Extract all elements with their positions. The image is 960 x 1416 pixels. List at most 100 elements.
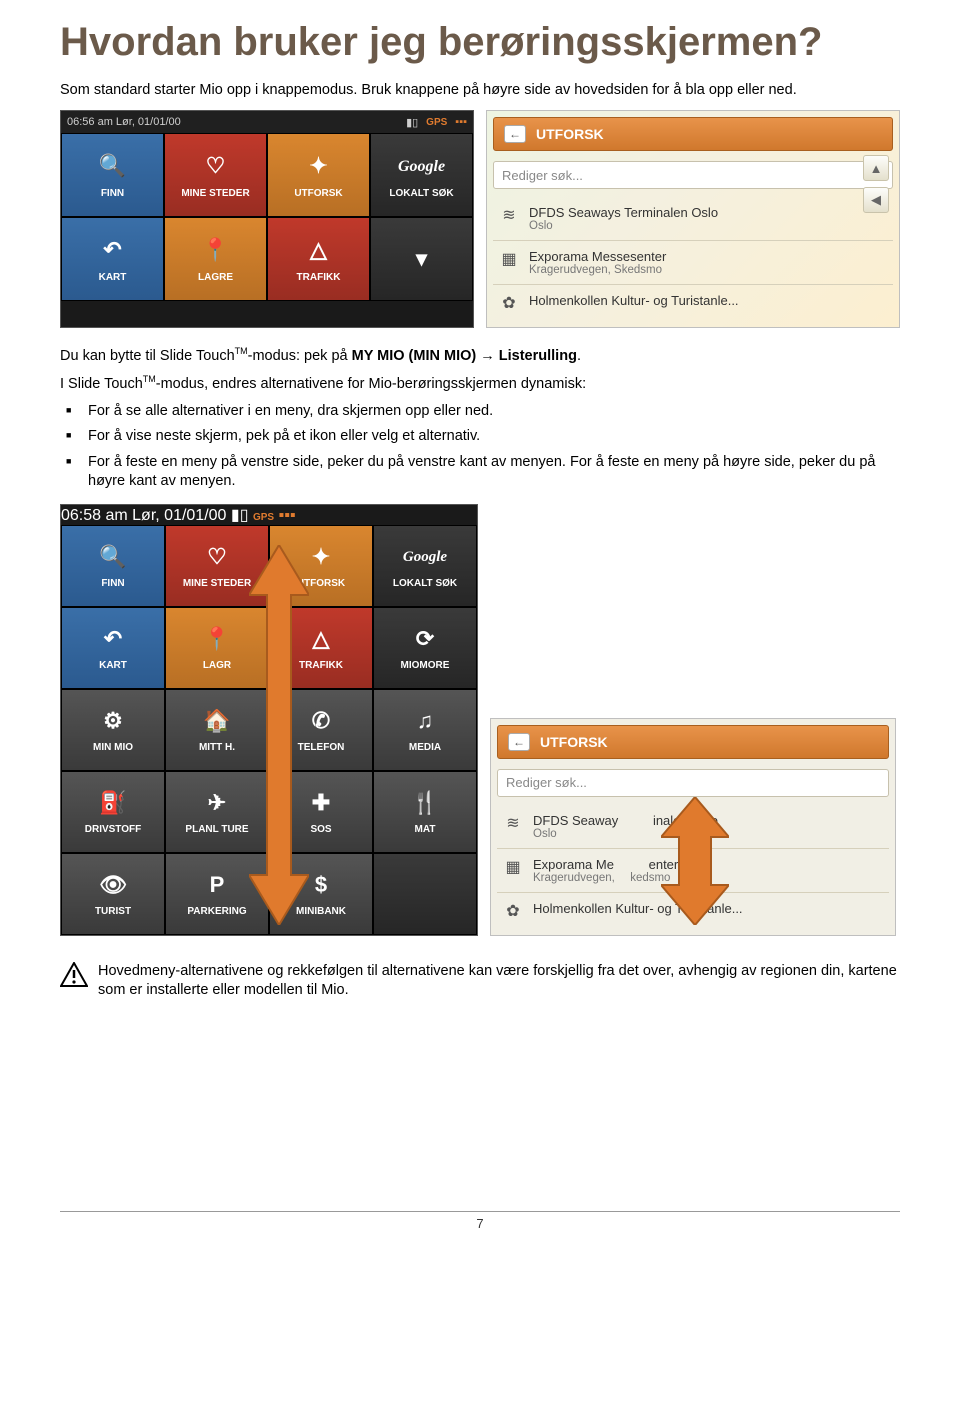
back-button[interactable]: ← — [508, 733, 530, 751]
menu-tile[interactable]: ✦UTFORSK — [269, 525, 373, 607]
list-item[interactable]: ✿ Holmenkollen Kultur- og Turistanle... — [493, 284, 893, 321]
menu-tile[interactable]: 🔍 FINN — [61, 525, 165, 607]
status-time: 06:56 am Lør, 01/01/00 — [67, 116, 181, 128]
menu-tile[interactable]: ⚙ MIN MIO — [61, 689, 165, 771]
scroll-up-button[interactable]: ▲ — [863, 155, 889, 181]
tile-icon: ⟳ — [410, 624, 440, 654]
poi-icon: ▦ — [503, 857, 523, 877]
menu-tile[interactable]: 📍LAGRE — [164, 217, 267, 301]
menu-tile[interactable]: ♡MINE STEDER — [164, 133, 267, 217]
warning-note: Hovedmeny-alternativene og rekkefølgen t… — [60, 962, 900, 1001]
gps-indicator: GPS — [426, 117, 447, 128]
menu-tile[interactable]: ↶KART — [61, 607, 165, 689]
menu-tile[interactable]: 👁TURIST — [61, 853, 165, 935]
list-item[interactable]: ▦ Exporama MessesenterKragerudvegen, Sked… — [493, 240, 893, 284]
menu-tile[interactable]: △ TRAFIKK — [267, 217, 370, 301]
list-item[interactable]: ▦Exporama MeXXXXenterKragerudvegen,XXked… — [497, 848, 889, 892]
tile-icon: 👁 — [98, 870, 128, 900]
tile-label: MIN MIO — [93, 742, 133, 753]
list-item[interactable]: ✿Holmenkollen Kultur- og Turistanle... — [497, 892, 889, 929]
utforsk-title: UTFORSK — [540, 734, 608, 750]
tile-icon: ✦ — [304, 152, 334, 182]
tile-label: MIOMORE — [401, 660, 450, 671]
tile-icon: ✚ — [306, 788, 336, 818]
poi-icon: ✿ — [499, 293, 519, 313]
device-screenshot-2: 06:58 am Lør, 01/01/00 ▮▯ GPS ▪▪▪ 🔍 FINN ♡… — [60, 504, 478, 936]
tile-label: LOKALT SØK — [389, 188, 453, 199]
tile-label: FINN — [101, 188, 124, 199]
poi-icon: ▦ — [499, 249, 519, 269]
menu-tile[interactable]: ✚ SOS — [269, 771, 373, 853]
signal-icon: ▪▪▪ — [455, 116, 467, 128]
warning-icon — [60, 962, 88, 988]
menu-tile[interactable]: PPARKERING — [165, 853, 269, 935]
tile-icon: △ — [306, 624, 336, 654]
menu-tile[interactable]: ▾ — [370, 217, 473, 301]
poi-title: Exporama Messesenter — [529, 249, 666, 264]
tile-icon: 🔍 — [98, 542, 128, 572]
tile-label: LAGR — [203, 660, 231, 671]
tile-label: FINN — [101, 578, 124, 589]
screenshot-row-1: 06:56 am Lør, 01/01/00 ▮▯ GPS ▪▪▪ 🔍FINN♡… — [60, 110, 900, 328]
intro-text: Som standard starter Mio opp i knappemod… — [60, 82, 900, 98]
search-input[interactable]: Rediger søk... — [497, 769, 889, 797]
back-button[interactable]: ← — [504, 125, 526, 143]
menu-tile[interactable]: ✦UTFORSK — [267, 133, 370, 217]
tile-label: TRAFIKK — [297, 272, 341, 283]
tile-icon: ↶ — [98, 236, 128, 266]
tile-label: MAT — [415, 824, 436, 835]
search-input[interactable]: Rediger søk... — [493, 161, 893, 189]
utforsk-header: ← UTFORSK — [497, 725, 889, 759]
list-item[interactable]: ≋DFDS Seaways Terminalen OsloOslo — [493, 197, 893, 240]
menu-tile[interactable]: ♡MINE STEDER — [165, 525, 269, 607]
tile-label: MITT H. — [199, 742, 235, 753]
poi-icon: ≋ — [503, 813, 523, 833]
poi-icon: ✿ — [503, 901, 523, 921]
utforsk-panel-1: ← UTFORSK ▲ ◀ Rediger søk... ≋DFDS Seawa… — [486, 110, 900, 328]
tile-label: SOS — [310, 824, 331, 835]
menu-tile[interactable]: 🔍FINN — [61, 133, 164, 217]
menu-tile[interactable]: 🍴MAT — [373, 771, 477, 853]
warning-text: Hovedmeny-alternativene og rekkefølgen t… — [98, 962, 900, 1001]
tile-icon: ♡ — [201, 152, 231, 182]
poi-subtitle: Kragerudvegen, Skedsmo — [529, 264, 666, 276]
tile-icon: ▾ — [407, 244, 437, 274]
menu-tile[interactable]: $MINIBANK — [269, 853, 373, 935]
tile-label: LAGRE — [198, 272, 233, 283]
menu-tile[interactable]: 🏠MITT H. — [165, 689, 269, 771]
battery-icon: ▮▯ — [406, 116, 418, 129]
menu-tile[interactable]: ✈PLANL TURE — [165, 771, 269, 853]
menu-tile[interactable]: ⟳ MIOMORE — [373, 607, 477, 689]
menu-tile[interactable]: 📍LAGR — [165, 607, 269, 689]
menu-tile[interactable]: ↶KART — [61, 217, 164, 301]
menu-tile[interactable]: Google LOKALT SØK — [373, 525, 477, 607]
tile-icon: ✆ — [306, 706, 336, 736]
list-item[interactable]: ≋DFDS SeawayXXXXinalen OsloOslo — [497, 805, 889, 848]
device-screenshot-1: 06:56 am Lør, 01/01/00 ▮▯ GPS ▪▪▪ 🔍FINN♡… — [60, 110, 474, 328]
poi-subtitle: Oslo — [529, 220, 718, 232]
poi-title: DFDS SeawayXXXXinalen Oslo — [533, 813, 718, 828]
poi-title: DFDS Seaways Terminalen Oslo — [529, 205, 718, 220]
tile-label: MINE STEDER — [183, 578, 251, 589]
tile-label: DRIVSTOFF — [85, 824, 141, 835]
status-time: 06:58 am Lør, 01/01/00 — [61, 507, 226, 524]
scroll-left-button[interactable]: ◀ — [863, 187, 889, 213]
tile-label: LOKALT SØK — [393, 578, 457, 589]
menu-tile[interactable]: GoogleLOKALT SØK — [370, 133, 473, 217]
battery-icon: ▮▯ — [231, 507, 249, 524]
status-bar: 06:56 am Lør, 01/01/00 ▮▯ GPS ▪▪▪ — [61, 111, 473, 133]
menu-tile[interactable]: ✆ TELEFON — [269, 689, 373, 771]
google-icon: Google — [410, 542, 440, 572]
status-bar: 06:58 am Lør, 01/01/00 ▮▯ GPS ▪▪▪ — [61, 505, 477, 525]
tile-icon: ⚙ — [98, 706, 128, 736]
tile-icon: P — [202, 870, 232, 900]
tile-icon: △ — [304, 236, 334, 266]
bullet-item: For å vise neste skjerm, pek på et ikon … — [60, 427, 900, 447]
menu-tile[interactable]: △TRAFIKK — [269, 607, 373, 689]
screenshot-row-2: 06:58 am Lør, 01/01/00 ▮▯ GPS ▪▪▪ 🔍 FINN ♡… — [60, 504, 900, 936]
menu-tile[interactable]: ⛽DRIVSTOFF — [61, 771, 165, 853]
tile-icon: ✦ — [306, 542, 336, 572]
tile-label: TELEFON — [298, 742, 345, 753]
poi-title: Holmenkollen Kultur- og Turistanle... — [529, 293, 739, 308]
menu-tile[interactable]: ♫MEDIA — [373, 689, 477, 771]
